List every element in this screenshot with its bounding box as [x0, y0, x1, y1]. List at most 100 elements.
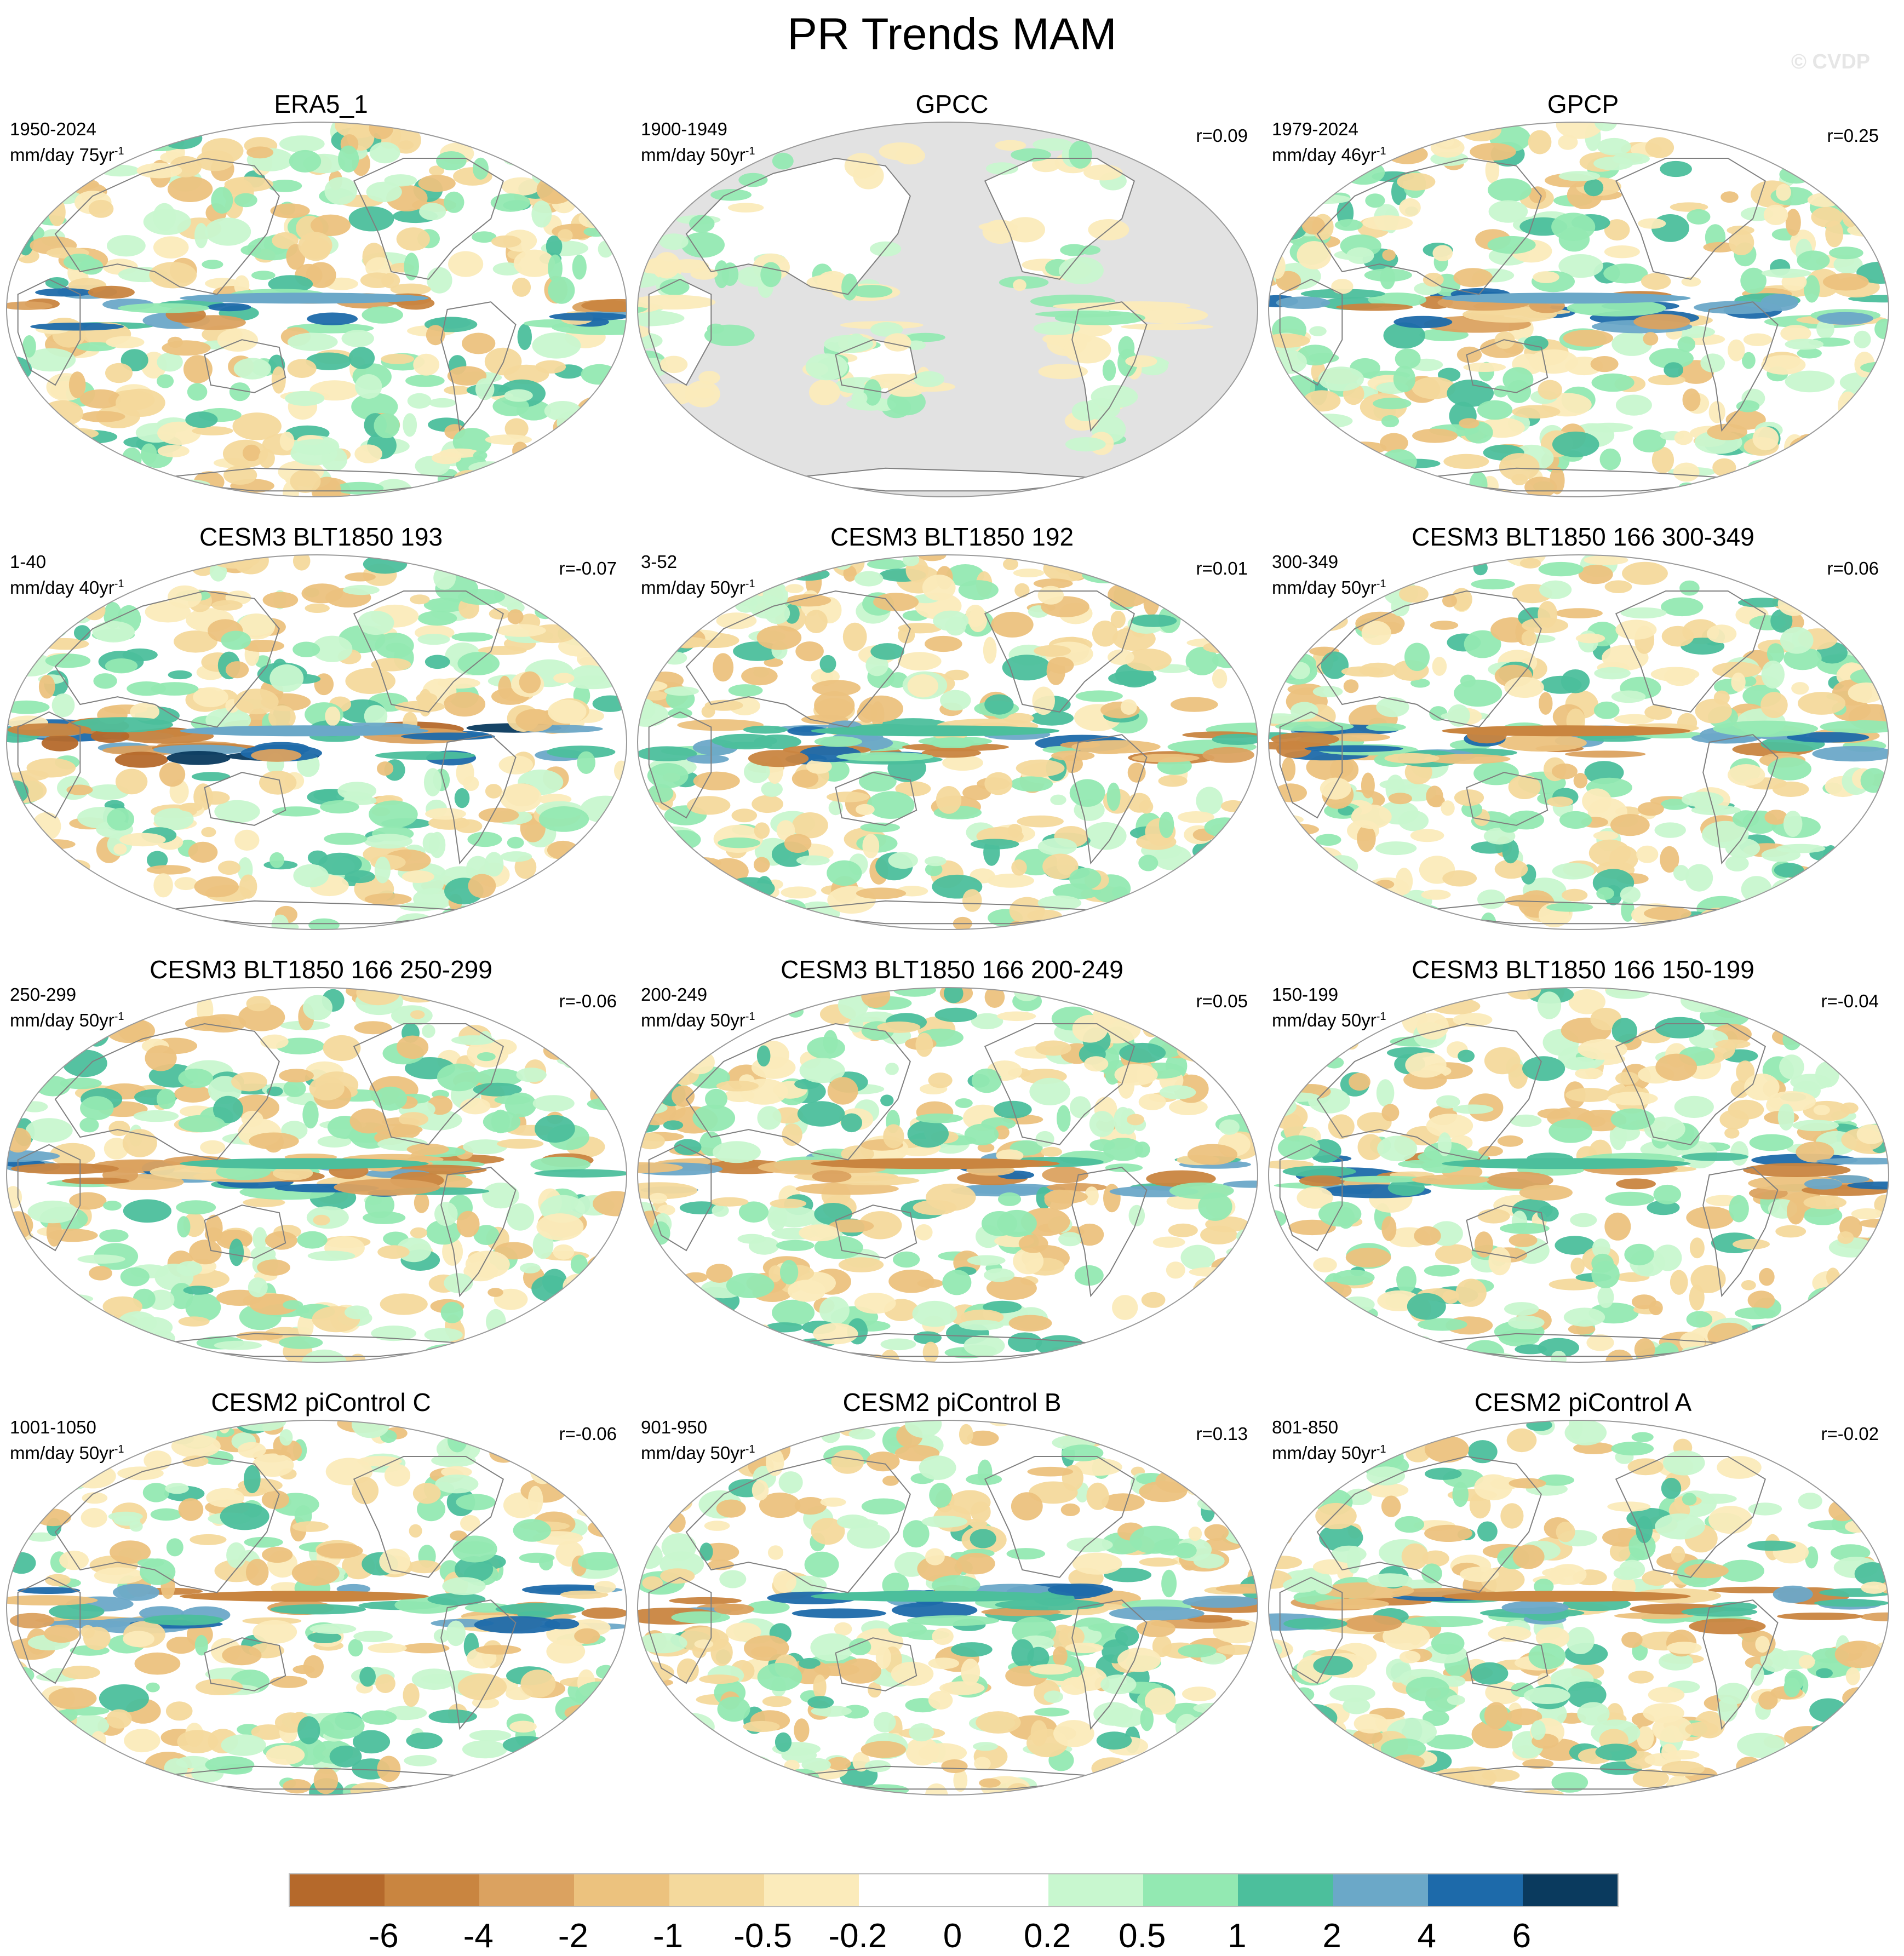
coastline [984, 1456, 1135, 1578]
trend-contour [783, 557, 823, 566]
trend-contour [472, 231, 497, 243]
trend-contour [1283, 1033, 1332, 1062]
trend-contour [581, 1607, 627, 1619]
panel-cesm2-picontrol-a: CESM2 piControl A 801-850 mm/day 50yr-1 … [1268, 1386, 1899, 1819]
pattern-correlation: r=0.05 [1196, 991, 1248, 1011]
trend-contour [348, 347, 375, 369]
trend-contour [598, 240, 613, 258]
equatorial-band [811, 725, 1060, 737]
trend-contour [1497, 1135, 1523, 1147]
trend-contour [785, 1769, 819, 1787]
colorbar-label: -0.5 [733, 1917, 793, 1955]
trend-contour [1865, 1292, 1889, 1303]
trend-contour [325, 706, 341, 726]
colorbar [289, 1873, 1619, 1907]
trend-contour [1431, 1632, 1465, 1655]
trend-contour [1071, 740, 1161, 754]
trend-contour [1673, 462, 1700, 482]
trend-contour [1111, 1420, 1145, 1431]
trend-contour [797, 1101, 845, 1127]
trend-contour [110, 1540, 151, 1564]
trend-contour [1519, 1184, 1573, 1201]
trend-contour [756, 1045, 771, 1067]
trend-contour [657, 1204, 675, 1215]
trend-contour [738, 1770, 783, 1792]
trend-contour [546, 1736, 589, 1753]
trend-contour [1846, 631, 1889, 647]
coastline [1615, 590, 1766, 713]
trend-contour [1430, 621, 1459, 630]
trend-contour [1804, 275, 1820, 303]
trend-contour [1813, 1105, 1830, 1116]
trend-contour [384, 1464, 411, 1487]
trend-contour [35, 288, 94, 297]
trend-contour [305, 603, 330, 613]
panel-title: CESM3 BLT1850 192 [830, 523, 1074, 551]
trend-contour [743, 1720, 780, 1733]
trend-contour [7, 1253, 32, 1271]
trend-contour [1593, 156, 1633, 170]
trend-contour [710, 189, 752, 201]
units-label: mm/day 50yr-1 [641, 1010, 755, 1030]
trend-contour [1291, 447, 1338, 460]
trend-contour [1315, 1349, 1363, 1362]
trend-contour [174, 877, 198, 891]
trend-contour [7, 1552, 36, 1574]
trend-contour [1801, 884, 1837, 904]
trend-contour [769, 1436, 796, 1447]
period-label: 901-950 [641, 1417, 708, 1437]
trend-contour [599, 450, 627, 460]
trend-contour [1685, 1722, 1719, 1737]
trend-contour [535, 360, 566, 374]
trend-contour [1354, 1713, 1388, 1734]
trend-contour [190, 1534, 227, 1545]
trend-contour [805, 610, 828, 633]
trend-contour [1226, 582, 1248, 609]
trend-contour [7, 889, 54, 917]
trend-contour [1496, 734, 1587, 752]
trend-contour [984, 772, 1013, 795]
trend-contour [1863, 845, 1879, 858]
trend-contour [1734, 1307, 1776, 1320]
trend-contour [1857, 840, 1889, 857]
trend-contour [1283, 1617, 1347, 1630]
trend-contour [1611, 331, 1653, 356]
trend-contour [471, 1420, 513, 1439]
trend-contour [440, 1301, 463, 1323]
trend-contour [83, 1626, 111, 1650]
trend-contour [1043, 1690, 1063, 1703]
trend-contour [118, 303, 210, 313]
trend-contour [668, 1512, 686, 1533]
trend-contour [1673, 865, 1689, 881]
trend-contour [157, 421, 201, 445]
trend-contour [129, 1521, 143, 1532]
trend-contour [540, 471, 557, 481]
trend-contour [1856, 1289, 1889, 1304]
trend-contour [88, 481, 105, 495]
trend-contour [1803, 1206, 1843, 1225]
trend-contour [270, 203, 310, 219]
trend-contour [1061, 1444, 1104, 1461]
coastline [204, 772, 286, 826]
trend-contour [1232, 819, 1258, 833]
trend-contour [1845, 1667, 1860, 1685]
trend-contour [407, 393, 432, 409]
trend-contour [297, 1313, 314, 1339]
trend-contour [673, 1780, 689, 1792]
trend-contour [1707, 1322, 1751, 1350]
trend-contour [917, 555, 947, 561]
trend-contour [1275, 721, 1354, 732]
trend-contour [934, 1007, 978, 1023]
trend-contour [451, 1035, 495, 1045]
trend-contour [1561, 888, 1588, 902]
trend-contour [905, 332, 945, 342]
trend-contour [37, 871, 66, 883]
trend-contour [335, 481, 384, 495]
trend-contour [1282, 897, 1320, 914]
trend-contour [1269, 1495, 1306, 1515]
trend-contour [824, 335, 874, 353]
trend-contour [1642, 1570, 1672, 1586]
trend-contour [52, 490, 93, 497]
trend-contour [663, 1120, 684, 1130]
trend-contour [1594, 122, 1618, 131]
